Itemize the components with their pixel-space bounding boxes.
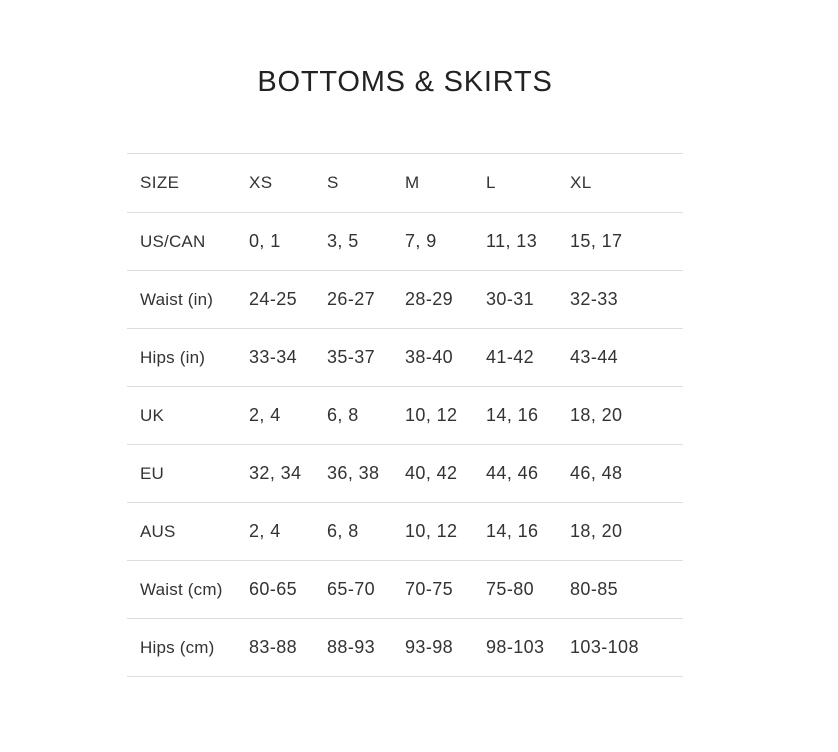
column-header-l: L xyxy=(486,173,496,192)
size-value-cell: 10, 12 xyxy=(405,405,458,425)
size-value-cell: 18, 20 xyxy=(570,405,623,425)
column-header-xs: XS xyxy=(249,173,273,192)
table-row-us-can: US/CAN 0, 1 3, 5 7, 9 11, 13 15, 17 xyxy=(127,213,683,271)
table-row-waist-in: Waist (in) 24-25 26-27 28-29 30-31 32-33 xyxy=(127,271,683,329)
size-value-cell: 26-27 xyxy=(327,289,376,309)
size-value-cell: 2, 4 xyxy=(249,521,281,541)
size-value-cell: 32, 34 xyxy=(249,463,302,483)
size-value-cell: 14, 16 xyxy=(486,405,539,425)
size-value-cell: 98-103 xyxy=(486,637,545,657)
size-value-cell: 3, 5 xyxy=(327,231,359,251)
row-label: Waist (in) xyxy=(140,289,214,309)
size-value-cell: 2, 4 xyxy=(249,405,281,425)
size-value-cell: 6, 8 xyxy=(327,521,359,541)
size-value-cell: 32-33 xyxy=(570,289,619,309)
size-value-cell: 35-37 xyxy=(327,347,376,367)
size-value-cell: 15, 17 xyxy=(570,231,623,251)
table-row-eu: EU 32, 34 36, 38 40, 42 44, 46 46, 48 xyxy=(127,445,683,503)
size-value-cell: 80-85 xyxy=(570,579,619,599)
table-header-row: SIZE XS S M L XL xyxy=(127,153,683,213)
size-value-cell: 41-42 xyxy=(486,347,535,367)
size-value-cell: 7, 9 xyxy=(405,231,437,251)
size-value-cell: 10, 12 xyxy=(405,521,458,541)
size-value-cell: 60-65 xyxy=(249,579,298,599)
column-header-size: SIZE xyxy=(140,173,180,192)
page-title: BOTTOMS & SKIRTS xyxy=(257,66,553,98)
table-row-aus: AUS 2, 4 6, 8 10, 12 14, 16 18, 20 xyxy=(127,503,683,561)
row-label: UK xyxy=(140,405,165,425)
row-label: Hips (in) xyxy=(140,347,206,367)
column-header-s: S xyxy=(327,173,339,192)
size-value-cell: 44, 46 xyxy=(486,463,539,483)
size-value-cell: 75-80 xyxy=(486,579,535,599)
table-row-uk: UK 2, 4 6, 8 10, 12 14, 16 18, 20 xyxy=(127,387,683,445)
column-header-m: M xyxy=(405,173,420,192)
row-label: Hips (cm) xyxy=(140,637,215,657)
table-row-hips-in: Hips (in) 33-34 35-37 38-40 41-42 43-44 xyxy=(127,329,683,387)
size-value-cell: 6, 8 xyxy=(327,405,359,425)
size-value-cell: 70-75 xyxy=(405,579,454,599)
row-label: AUS xyxy=(140,521,176,541)
size-chart-table: SIZE XS S M L XL US/CAN 0, 1 3, 5 7, 9 1… xyxy=(127,153,683,677)
size-value-cell: 46, 48 xyxy=(570,463,623,483)
size-value-cell: 33-34 xyxy=(249,347,298,367)
size-value-cell: 40, 42 xyxy=(405,463,458,483)
row-label: US/CAN xyxy=(140,231,206,251)
size-value-cell: 38-40 xyxy=(405,347,454,367)
size-value-cell: 11, 13 xyxy=(486,231,538,251)
size-value-cell: 88-93 xyxy=(327,637,376,657)
size-value-cell: 103-108 xyxy=(570,637,639,657)
size-value-cell: 28-29 xyxy=(405,289,454,309)
row-label: EU xyxy=(140,463,165,483)
size-guide-content: BOTTOMS & SKIRTS SIZE XS S M L XL xyxy=(127,0,683,677)
size-value-cell: 83-88 xyxy=(249,637,298,657)
size-value-cell: 14, 16 xyxy=(486,521,539,541)
column-header-xl: XL xyxy=(570,173,592,192)
size-value-cell: 30-31 xyxy=(486,289,535,309)
size-value-cell: 0, 1 xyxy=(249,231,281,251)
size-value-cell: 24-25 xyxy=(249,289,298,309)
row-label: Waist (cm) xyxy=(140,579,223,599)
size-value-cell: 65-70 xyxy=(327,579,376,599)
size-value-cell: 93-98 xyxy=(405,637,454,657)
table-row-hips-cm: Hips (cm) 83-88 88-93 93-98 98-103 103-1… xyxy=(127,619,683,677)
size-value-cell: 18, 20 xyxy=(570,521,623,541)
size-value-cell: 36, 38 xyxy=(327,463,380,483)
size-value-cell: 43-44 xyxy=(570,347,619,367)
table-row-waist-cm: Waist (cm) 60-65 65-70 70-75 75-80 80-85 xyxy=(127,561,683,619)
